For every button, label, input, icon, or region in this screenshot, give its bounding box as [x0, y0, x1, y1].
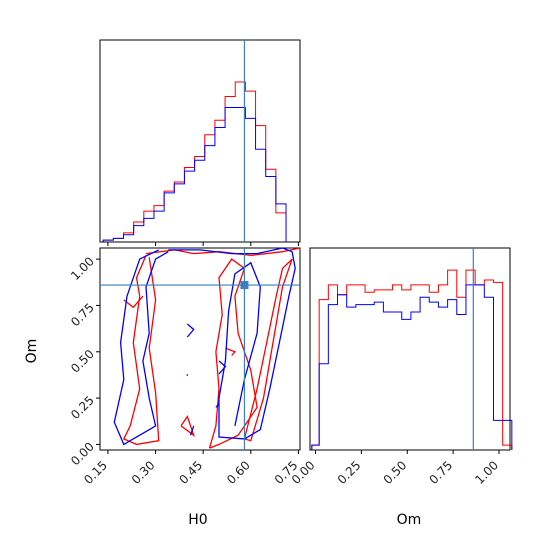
h0-tick-label: 0.60: [224, 458, 253, 487]
h0-tick-label: 0.30: [129, 458, 158, 487]
contour-red-7: [180, 415, 195, 437]
contour-red-6: [225, 347, 236, 356]
om-x-tick-label: 0.75: [426, 458, 455, 487]
om-histogram-step-red: [311, 269, 513, 450]
om-x-tick-label: 1.00: [472, 458, 501, 487]
contour-blue-0: [168, 248, 296, 440]
contour-red-2: [123, 295, 144, 309]
om-histogram-step-blue: [311, 284, 513, 450]
x-axis-title-om: Om: [397, 512, 422, 528]
om-x-tick-label: 0.25: [335, 458, 364, 487]
om-histogram-panel: [309, 247, 513, 451]
om-x-tick-label: 0.50: [381, 458, 410, 487]
contour-blue-4: [215, 403, 220, 408]
om-y-tick-label: 1.00: [68, 254, 97, 283]
contour-group: [113, 248, 300, 449]
h0-histogram-step-blue: [102, 106, 287, 242]
h0-tick-label: 0.45: [177, 458, 206, 487]
h0-om-contour-frame: [99, 247, 301, 451]
contour-blue-5: [218, 360, 227, 375]
h0-histogram-frame: [99, 39, 301, 243]
contour-red-4: [243, 258, 293, 442]
x-axis-title-h0: H0: [188, 512, 207, 528]
y-axis-title-om: Om: [24, 339, 40, 364]
om-y-tick-label: 0.00: [68, 439, 97, 468]
h0-histogram-panel: [99, 39, 301, 243]
om-y-tick-label: 0.25: [68, 393, 97, 422]
om-y-tick-label: 0.75: [68, 300, 97, 329]
h0-tick-label: 0.15: [81, 458, 110, 487]
om-y-tick-label: 0.50: [68, 347, 97, 376]
contour-blue-1: [113, 249, 169, 446]
truth-marker: [240, 281, 249, 290]
h0-om-contour-panel: [99, 247, 301, 451]
contour-blue-2: [186, 323, 195, 338]
contour-blue-3: [189, 425, 195, 436]
contour-red-1: [122, 255, 160, 446]
om-histogram-frame: [309, 247, 511, 451]
